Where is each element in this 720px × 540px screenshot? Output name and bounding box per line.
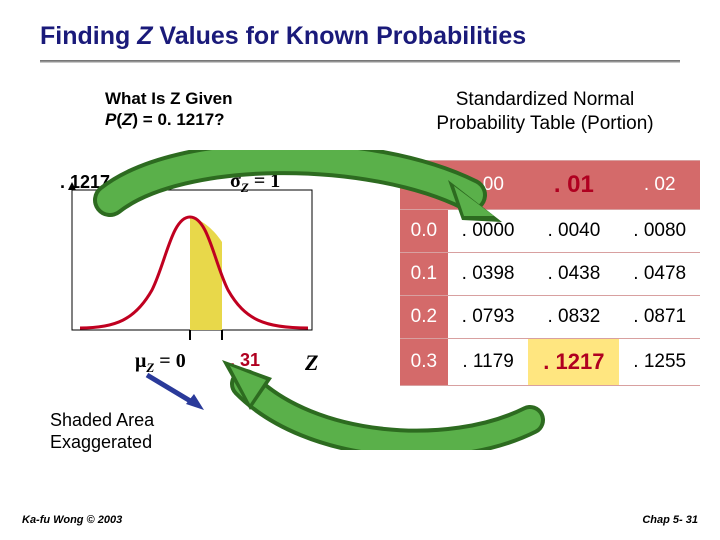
title-underline: [40, 60, 680, 63]
mu-label: μZ = 0: [135, 350, 186, 376]
probability-label: . 1217: [60, 172, 110, 193]
z-axis-label: Z: [305, 350, 318, 376]
question-line1: What Is Z Given: [105, 88, 233, 109]
table-caption-l1: Standardized Normal: [400, 88, 690, 112]
title-prefix: Finding: [40, 22, 137, 50]
sigma-label: σZ = 1: [230, 170, 280, 196]
table-header-row: Z . 00 . 01 . 02: [400, 161, 700, 210]
question-text: What Is Z Given P(Z) = 0. 1217?: [105, 88, 233, 131]
highlighted-cell: . 1217: [528, 339, 619, 386]
col-02: . 02: [619, 161, 700, 210]
table-caption-l2: Probability Table (Portion): [400, 112, 690, 136]
title-z: Z: [137, 22, 152, 50]
table-caption: Standardized Normal Probability Table (P…: [400, 88, 690, 136]
table-row: 0.3 . 1179 . 1217 . 1255: [400, 339, 700, 386]
col-01: . 01: [528, 161, 619, 210]
slide-title: Finding Z Values for Known Probabilities: [40, 22, 700, 57]
pointer-arrow-icon: [142, 370, 212, 415]
bell-curve-figure: . 1217 σZ = 1 μZ = 0 . 31 Z: [60, 170, 330, 360]
question-line2: P(Z) = 0. 1217?: [105, 109, 233, 130]
col-00: . 00: [448, 161, 529, 210]
z-value-label: . 31: [230, 350, 260, 371]
bell-curve-svg: [60, 170, 330, 350]
title-suffix: Values for Known Probabilities: [152, 22, 526, 50]
footer-copyright: Ka-fu Wong © 2003: [22, 514, 122, 526]
table-row: 0.2 . 0793 . 0832 . 0871: [400, 296, 700, 339]
table-row: 0.1 . 0398 . 0438 . 0478: [400, 253, 700, 296]
shaded-area-note: Shaded Area Exaggerated: [50, 410, 154, 453]
z-table: Z . 00 . 01 . 02 0.0 . 0000 . 0040 . 008…: [400, 160, 700, 386]
table-row: 0.0 . 0000 . 0040 . 0080: [400, 210, 700, 253]
z-header: Z: [400, 161, 448, 210]
footer-page: Chap 5- 31: [642, 514, 698, 526]
